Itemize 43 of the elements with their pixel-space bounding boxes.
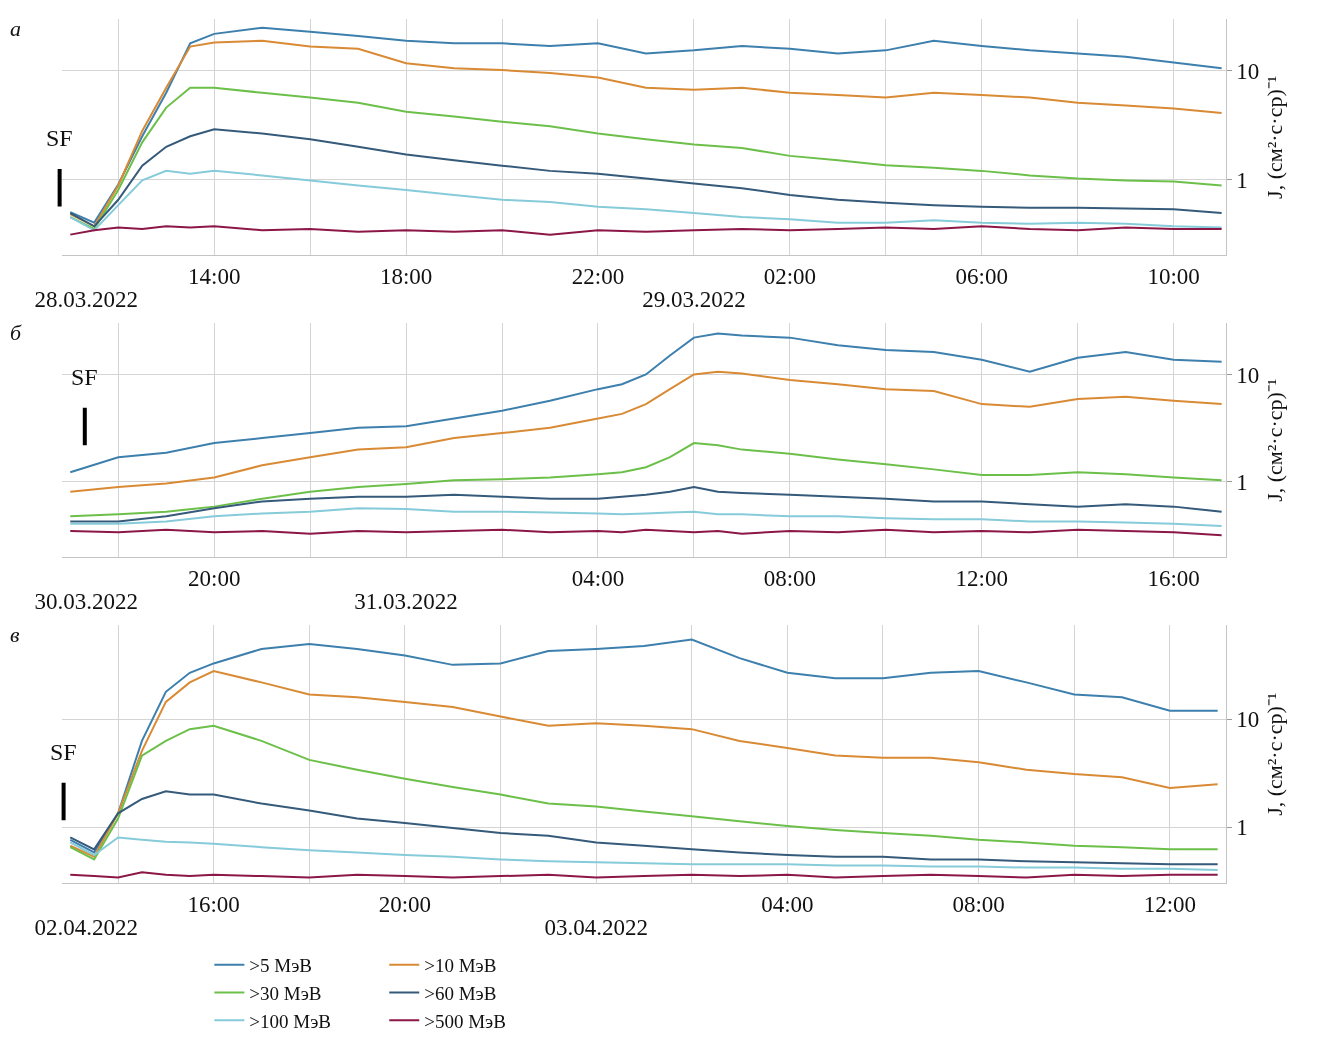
y-axis-title: J, (см²·с·ср)⁻¹ (1262, 692, 1288, 816)
y-tick-label: 10 (1236, 707, 1260, 733)
x-tick-label: 14:00 (188, 263, 241, 289)
legend-label: >60 МэВ (424, 982, 497, 1004)
x-tick-label: 22:00 (571, 263, 625, 289)
x2-tick-label: 29.03.2022 (642, 287, 746, 313)
x2-tick-label: 02.04.2022 (34, 915, 138, 941)
x-tick-label: 06:00 (955, 263, 1008, 289)
legend-label: >100 МэВ (249, 1010, 332, 1032)
y-tick-label: 10 (1236, 362, 1260, 388)
chart-title: в (10, 622, 20, 647)
x2-tick-label: 28.03.2022 (34, 287, 139, 313)
x2-tick-label: 30.03.2022 (34, 589, 139, 615)
legend-label: >500 МэВ (424, 1010, 506, 1032)
x-tick-label: 16:00 (1147, 565, 1200, 591)
x-tick-label: 20:00 (188, 565, 241, 591)
x-tick-label: 02:00 (763, 263, 817, 289)
annotation: SF (71, 364, 98, 390)
annotation: SF (46, 125, 73, 151)
x-tick-label: 08:00 (952, 891, 1005, 917)
x-tick-label: 12:00 (1143, 891, 1197, 917)
x-tick-label: 04:00 (761, 891, 814, 917)
y-tick-label: 1 (1236, 815, 1248, 841)
y-tick-label: 10 (1236, 59, 1260, 85)
y-tick-label: 1 (1236, 167, 1248, 193)
x2-tick-label: 03.04.2022 (544, 915, 648, 941)
x-tick-label: 20:00 (378, 891, 432, 917)
legend-label: >30 МэВ (249, 982, 322, 1004)
x2-tick-label: 31.03.2022 (354, 589, 458, 615)
y-tick-label: 1 (1236, 470, 1248, 496)
legend-label: >5 МэВ (249, 955, 313, 977)
chart-title: а (10, 16, 21, 41)
y-axis-title: J, (см²·с·ср)⁻¹ (1262, 75, 1288, 199)
x-tick-label: 04:00 (571, 565, 625, 591)
x-tick-label: 18:00 (379, 263, 433, 289)
x-tick-label: 10:00 (1147, 263, 1200, 289)
legend-label: >10 МэВ (424, 955, 497, 977)
x-tick-label: 12:00 (955, 565, 1008, 591)
chart-title: б (10, 320, 22, 345)
x-tick-label: 16:00 (187, 891, 240, 917)
y-axis-title: J, (см²·с·ср)⁻¹ (1262, 378, 1288, 502)
x-tick-label: 08:00 (763, 565, 817, 591)
annotation: SF (50, 739, 77, 765)
